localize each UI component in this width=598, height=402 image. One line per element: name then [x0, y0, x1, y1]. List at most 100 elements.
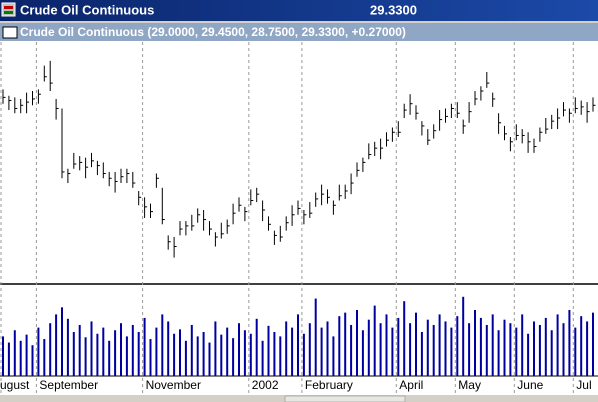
- volume-bar: [314, 298, 317, 376]
- volume-bar: [196, 336, 199, 376]
- volume-bar: [456, 316, 459, 376]
- legend-bar: [0, 23, 598, 41]
- volume-bar: [580, 316, 583, 376]
- volume-bar: [7, 342, 10, 376]
- volume-bar: [544, 317, 547, 376]
- volume-bar: [497, 330, 500, 376]
- volume-bar: [297, 314, 299, 376]
- volume-bar: [19, 340, 22, 376]
- volume-bar: [125, 336, 128, 376]
- volume-bar: [438, 314, 441, 376]
- volume-bar: [550, 330, 553, 376]
- x-tick-label: November: [146, 378, 201, 392]
- volume-bar: [379, 323, 382, 376]
- volume-bar: [255, 318, 258, 376]
- volume-bar: [55, 314, 58, 376]
- volume-bar: [37, 327, 40, 376]
- volume-bar: [161, 314, 164, 376]
- x-tick-label: May: [458, 378, 481, 392]
- volume-bar: [267, 325, 270, 376]
- volume-bar: [538, 324, 541, 376]
- volume-bar: [367, 319, 370, 376]
- volume-bar: [243, 330, 246, 376]
- volume-bar: [350, 324, 353, 376]
- x-tick-label: September: [39, 378, 98, 392]
- volume-bar: [592, 312, 594, 376]
- volume-bar: [167, 321, 170, 376]
- volume-bar: [485, 324, 488, 376]
- volume-bar: [232, 338, 235, 376]
- volume-bar: [356, 310, 358, 376]
- volume-bar: [479, 317, 482, 376]
- volume-bar: [426, 319, 429, 376]
- volume-bar: [143, 317, 146, 376]
- plot-area: ugust September November 2002 February April M…: [0, 42, 596, 395]
- x-tick-label: ugust: [0, 378, 30, 392]
- volume-bar: [320, 327, 323, 376]
- volume-bar: [202, 332, 205, 376]
- volume-bar: [179, 329, 181, 376]
- volume-bar: [515, 327, 518, 376]
- volume-bar: [226, 327, 229, 376]
- volume-bar: [527, 333, 530, 376]
- volume-bar: [361, 330, 364, 376]
- last-price: 29.3300: [370, 2, 417, 17]
- volume-bar: [509, 323, 512, 376]
- volume-bar: [533, 321, 535, 376]
- icon-detail: [4, 6, 13, 9]
- volume-bar: [332, 336, 335, 376]
- title-bar: [0, 0, 598, 21]
- volume-bar: [562, 323, 565, 376]
- volume-bar: [503, 319, 506, 376]
- volume-bar: [84, 337, 87, 376]
- volume-bar: [468, 323, 471, 376]
- volume-bar: [385, 314, 388, 376]
- volume-bar: [173, 333, 176, 376]
- window-icon[interactable]: [1, 2, 16, 17]
- scroll-thumb[interactable]: [284, 395, 406, 402]
- separator: [0, 21, 598, 23]
- volume-bar: [220, 334, 223, 376]
- volume-bar: [43, 339, 46, 376]
- volume-bar: [308, 323, 311, 376]
- volume-bar: [190, 324, 193, 376]
- volume-bar: [574, 327, 577, 376]
- volume-bar: [72, 332, 75, 376]
- volume-bar: [108, 340, 111, 376]
- volume-bar: [432, 324, 435, 376]
- volume-bar: [96, 333, 99, 376]
- volume-bar: [208, 342, 211, 376]
- volume-bar: [521, 314, 524, 376]
- icon-detail: [4, 11, 13, 14]
- volume-bar: [344, 312, 347, 376]
- volume-bar: [184, 340, 187, 376]
- volume-bar: [90, 321, 93, 376]
- volume-bar: [373, 305, 376, 376]
- volume-bar: [279, 336, 282, 376]
- volume-bar: [78, 324, 81, 376]
- volume-bar: [102, 327, 105, 376]
- volume-bar: [238, 323, 240, 376]
- volume-bar: [415, 312, 417, 376]
- volume-bar: [155, 327, 158, 376]
- volume-bar: [137, 332, 140, 376]
- volume-bar: [391, 327, 394, 376]
- legend-swatch: [2, 26, 18, 39]
- volume-bar: [397, 317, 400, 376]
- volume-bar: [149, 339, 152, 376]
- volume-bar: [66, 318, 69, 376]
- volume-bar: [61, 307, 63, 376]
- volume-bar: [420, 332, 423, 376]
- volume-bar: [49, 323, 52, 376]
- volume-bar: [403, 301, 406, 376]
- volume-bar: [31, 345, 34, 376]
- volume-bar: [285, 321, 288, 376]
- window-title: Crude Oil Continuous: [20, 2, 154, 17]
- x-tick-label: Jul: [576, 378, 591, 392]
- x-tick-label: April: [399, 378, 423, 392]
- volume-bar: [261, 340, 264, 376]
- x-tick-label: 2002: [252, 378, 279, 392]
- volume-bar: [338, 316, 341, 376]
- legend-text: Crude Oil Continuous (29.0000, 29.4500, …: [20, 25, 406, 39]
